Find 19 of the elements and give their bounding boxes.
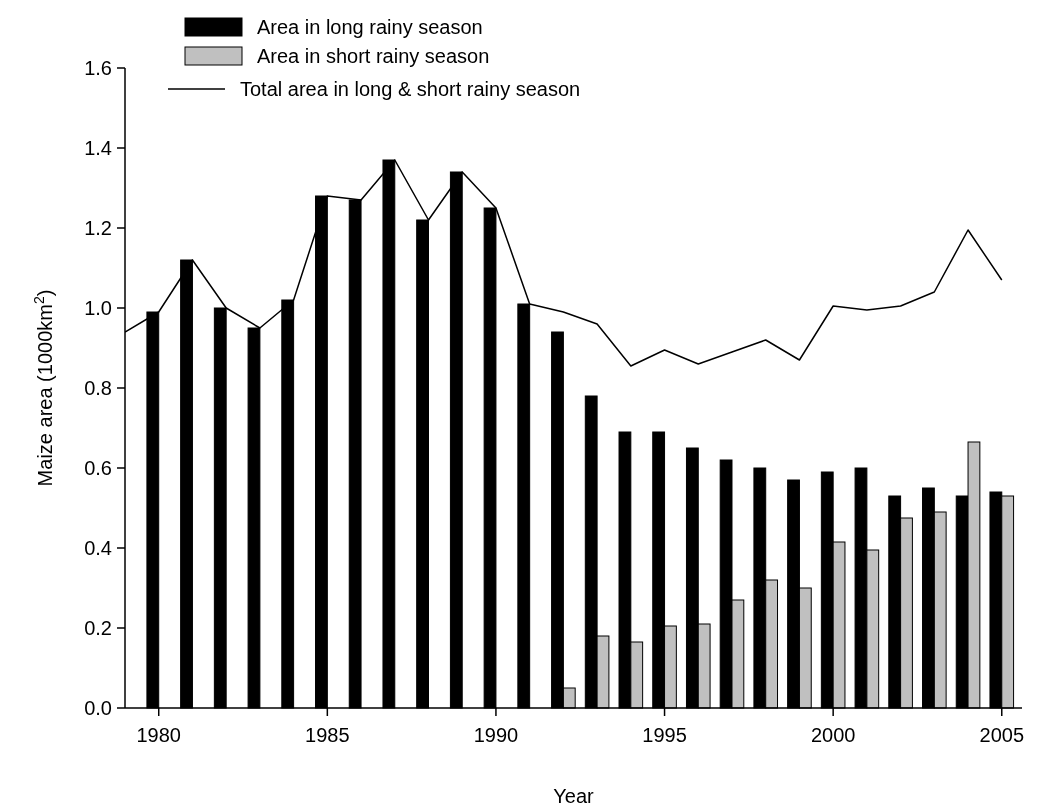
y-tick-label: 0.6 (84, 457, 112, 479)
y-tick-label: 0.2 (84, 617, 112, 639)
legend-label: Area in long rainy season (257, 16, 483, 38)
y-tick-label: 0.0 (84, 697, 112, 719)
y-tick-label: 0.8 (84, 377, 112, 399)
legend-label: Area in short rainy season (257, 45, 490, 67)
y-tick-label: 1.2 (84, 217, 112, 239)
legend-label: Total area in long & short rainy season (240, 78, 581, 100)
y-tick-label: 1.4 (84, 137, 112, 159)
x-tick-label: 2000 (810, 724, 856, 746)
x-axis-title: Year (553, 785, 595, 807)
x-tick-label: 1980 (136, 724, 181, 746)
x-tick-label: 1985 (305, 724, 350, 746)
y-tick-label: 1.6 (84, 57, 112, 79)
y-tick-label: 1.0 (84, 297, 112, 319)
y-tick-label: 0.4 (84, 537, 112, 559)
x-tick-label: 1990 (473, 724, 519, 746)
x-tick-label: 2005 (979, 724, 1025, 746)
x-tick-label: 1995 (642, 724, 687, 746)
